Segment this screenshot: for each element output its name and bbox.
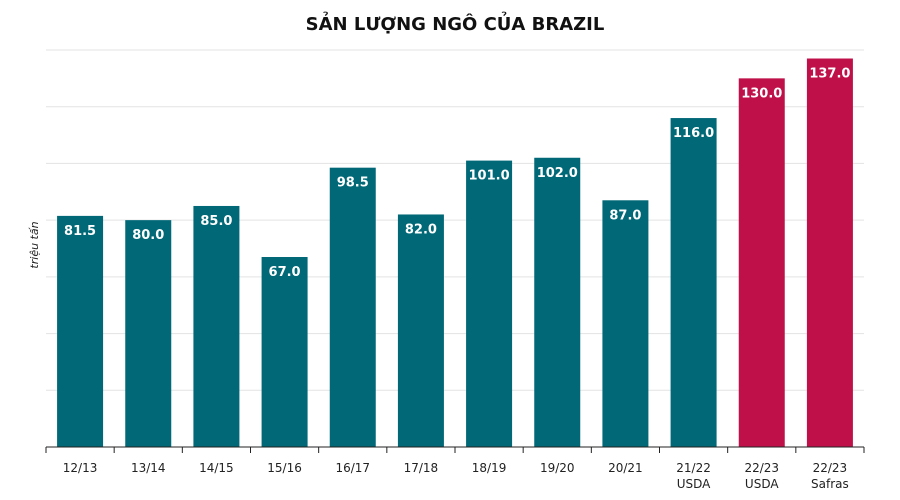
x-tick-label: 12/13 xyxy=(63,461,98,475)
bars xyxy=(57,58,853,448)
x-tick-label: USDA xyxy=(677,477,711,491)
bar xyxy=(806,58,853,447)
x-tick-label: 14/15 xyxy=(199,461,234,475)
x-tick-label: 21/22 xyxy=(676,461,711,475)
bar xyxy=(670,118,717,448)
x-tick-label: 18/19 xyxy=(472,461,507,475)
bar-value-label: 102.0 xyxy=(537,166,578,181)
x-tick-label: USDA xyxy=(745,477,779,491)
bar xyxy=(602,200,649,447)
bar-value-label: 101.0 xyxy=(469,169,510,184)
x-axis-tick-labels: 12/13 13/14 14/15 15/16 16/17 17/18 18/19 19/20… xyxy=(63,461,849,491)
bar xyxy=(534,157,581,447)
x-tick-label: 20/21 xyxy=(608,461,643,475)
bar xyxy=(125,220,172,447)
x-tick-label: 13/14 xyxy=(131,461,166,475)
bar xyxy=(466,160,513,448)
x-tick-label: 16/17 xyxy=(335,461,370,475)
bar-value-label: 130.0 xyxy=(741,86,782,101)
value-labels: 81.5 80.0 85.0 67.0 98.5 82.0 101.0 102.0 87.0 11… xyxy=(64,67,850,281)
x-axis-ticks xyxy=(45,447,865,453)
x-tick-label: 15/16 xyxy=(267,461,302,475)
x-tick-label: 19/20 xyxy=(540,461,575,475)
chart-title: SẢN LƯỢNG NGÔ CỦA BRAZIL xyxy=(306,11,605,35)
bar-value-label: 85.0 xyxy=(200,214,232,229)
x-tick-label: 22/23 xyxy=(744,461,779,475)
bar-value-label: 87.0 xyxy=(609,208,641,223)
bar-value-label: 98.5 xyxy=(337,176,369,191)
gridlines xyxy=(46,49,864,391)
bar xyxy=(261,257,308,447)
y-axis-label: triệu tấn xyxy=(28,221,41,268)
bar xyxy=(738,78,785,447)
x-tick-label: Safras xyxy=(811,477,849,491)
bar-value-label: 82.0 xyxy=(405,222,437,237)
bar xyxy=(193,205,240,447)
bar-value-label: 81.5 xyxy=(64,224,96,239)
bar-value-label: 80.0 xyxy=(132,228,164,243)
bar xyxy=(397,214,444,447)
bar-value-label: 137.0 xyxy=(809,67,850,82)
x-tick-label: 17/18 xyxy=(404,461,439,475)
x-tick-label: 22/23 xyxy=(813,461,848,475)
bar-value-label: 67.0 xyxy=(269,265,301,280)
bar xyxy=(57,215,104,447)
bar xyxy=(329,167,376,448)
bar-value-label: 116.0 xyxy=(673,126,714,141)
